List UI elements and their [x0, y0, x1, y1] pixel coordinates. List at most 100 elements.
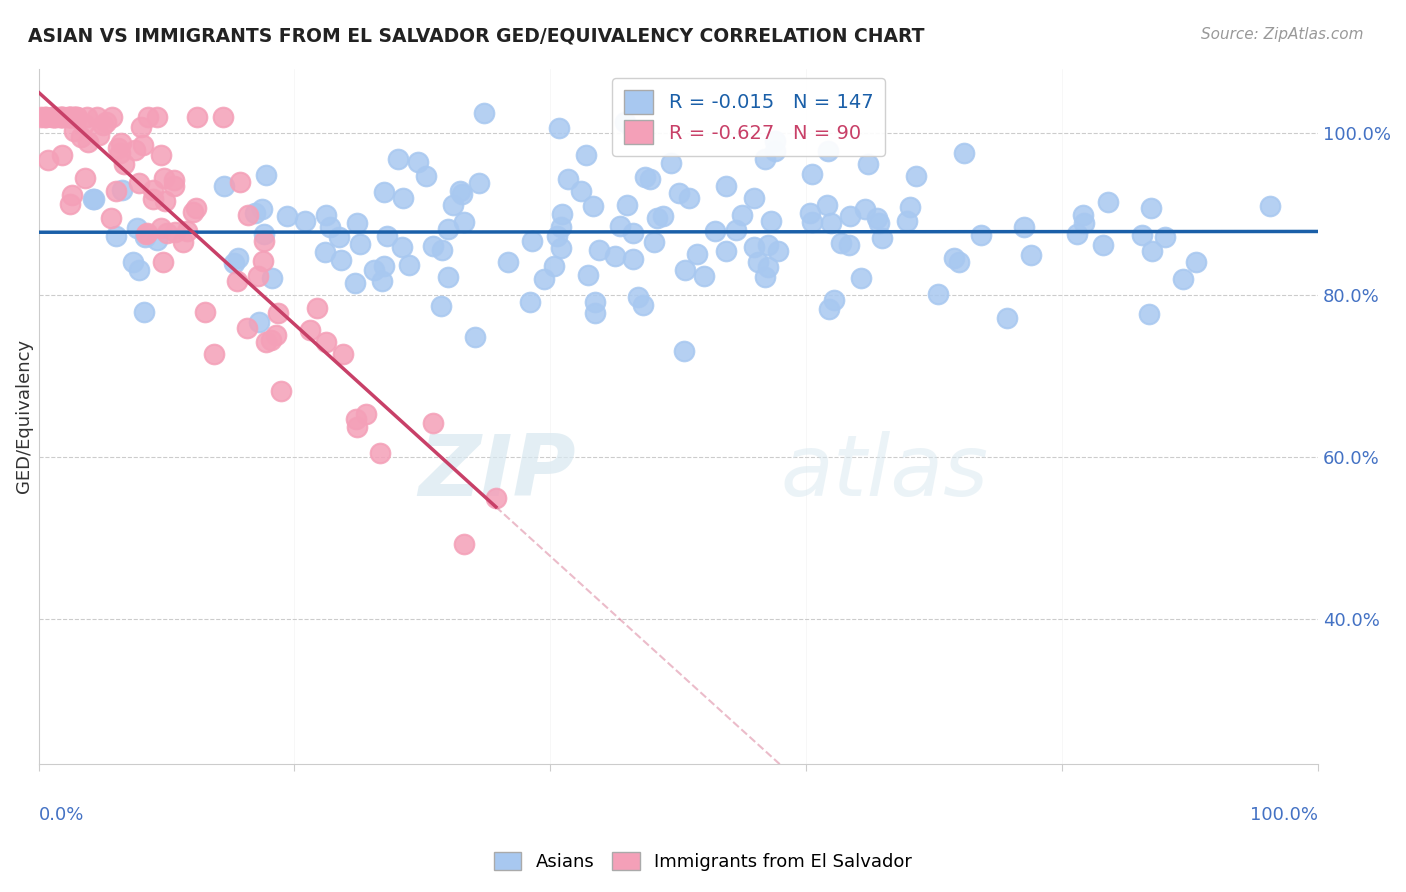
Point: [186, 201, 208, 215]
Point: [765, 144, 787, 158]
Point: [673, 262, 696, 277]
Point: [621, 226, 644, 240]
Point: [82, 192, 104, 206]
Point: [685, 247, 707, 261]
Point: [575, 148, 598, 162]
Point: [868, 216, 890, 230]
Point: [640, 171, 662, 186]
Point: [651, 210, 673, 224]
Point: [131, 120, 153, 134]
Point: [181, 205, 204, 219]
Point: [128, 263, 150, 277]
Point: [557, 172, 579, 186]
Point: [588, 243, 610, 257]
Point: [363, 263, 385, 277]
Point: [346, 420, 368, 434]
Point: [86, 110, 108, 124]
Point: [995, 310, 1018, 325]
Point: [898, 200, 921, 214]
Point: [56, 110, 79, 124]
Point: [194, 304, 217, 318]
Point: [253, 234, 276, 248]
Point: [1012, 219, 1035, 234]
Point: [742, 191, 765, 205]
Point: [211, 110, 233, 124]
Point: [801, 215, 824, 229]
Point: [152, 255, 174, 269]
Point: [107, 140, 129, 154]
Point: [354, 407, 377, 421]
Point: [314, 244, 336, 259]
Legend: Asians, Immigrants from El Salvador: Asians, Immigrants from El Salvador: [486, 845, 920, 879]
Point: [692, 268, 714, 283]
Point: [645, 211, 668, 225]
Point: [1258, 199, 1281, 213]
Point: [37, 153, 59, 168]
Point: [437, 222, 460, 236]
Point: [866, 211, 889, 226]
Point: [236, 208, 259, 222]
Point: [66, 110, 89, 124]
Point: [948, 255, 970, 269]
Point: [838, 209, 860, 223]
Text: ASIAN VS IMMIGRANTS FROM EL SALVADOR GED/EQUIVALENCY CORRELATION CHART: ASIAN VS IMMIGRANTS FROM EL SALVADOR GED…: [28, 27, 925, 45]
Point: [714, 179, 737, 194]
Point: [970, 227, 993, 242]
Point: [254, 168, 277, 182]
Point: [111, 183, 134, 197]
Point: [1137, 307, 1160, 321]
Point: [83, 192, 105, 206]
Point: [136, 110, 159, 124]
Point: [299, 323, 322, 337]
Point: [108, 145, 131, 160]
Point: [247, 315, 270, 329]
Point: [146, 233, 169, 247]
Point: [927, 286, 949, 301]
Point: [135, 227, 157, 241]
Point: [228, 175, 250, 189]
Text: Source: ZipAtlas.com: Source: ZipAtlas.com: [1201, 27, 1364, 42]
Point: [246, 268, 269, 283]
Point: [583, 306, 606, 320]
Point: [391, 240, 413, 254]
Point: [124, 143, 146, 157]
Point: [678, 191, 700, 205]
Point: [172, 235, 194, 249]
Point: [264, 327, 287, 342]
Point: [659, 156, 682, 170]
Point: [163, 225, 186, 239]
Point: [1153, 230, 1175, 244]
Point: [253, 227, 276, 241]
Point: [94, 115, 117, 129]
Point: [373, 185, 395, 199]
Point: [943, 252, 966, 266]
Point: [150, 221, 173, 235]
Point: [128, 177, 150, 191]
Point: [75, 171, 97, 186]
Point: [543, 259, 565, 273]
Point: [294, 214, 316, 228]
Point: [818, 302, 841, 317]
Point: [250, 202, 273, 216]
Point: [576, 268, 599, 282]
Point: [849, 271, 872, 285]
Point: [1140, 201, 1163, 215]
Point: [820, 216, 842, 230]
Point: [583, 295, 606, 310]
Point: [496, 255, 519, 269]
Point: [1185, 254, 1208, 268]
Point: [616, 198, 638, 212]
Point: [1071, 209, 1094, 223]
Point: [276, 209, 298, 223]
Point: [817, 144, 839, 158]
Point: [548, 121, 571, 136]
Point: [30, 110, 52, 124]
Point: [614, 114, 637, 128]
Point: [236, 320, 259, 334]
Point: [48, 110, 70, 124]
Point: [432, 243, 454, 257]
Point: [45, 110, 67, 124]
Point: [212, 178, 235, 193]
Point: [101, 110, 124, 124]
Point: [59, 196, 82, 211]
